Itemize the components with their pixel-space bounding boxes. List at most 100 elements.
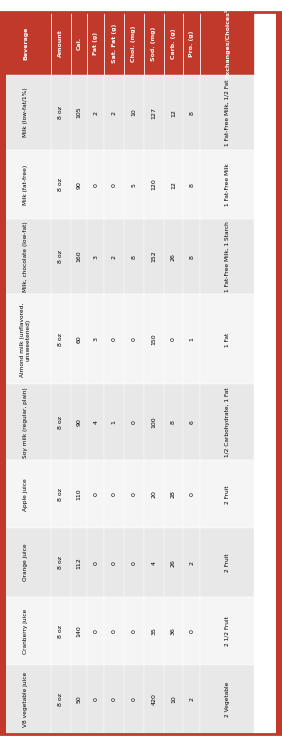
Bar: [183, 12, 200, 75]
Text: 105: 105: [76, 107, 81, 119]
Bar: [183, 150, 200, 219]
Bar: [0, 219, 51, 294]
Bar: [200, 460, 254, 528]
Bar: [183, 385, 200, 460]
Bar: [51, 75, 70, 150]
Text: 10: 10: [131, 109, 136, 116]
Text: 0: 0: [112, 492, 117, 496]
Text: 10: 10: [171, 696, 176, 703]
Text: Milk (low-fat/1%): Milk (low-fat/1%): [23, 87, 28, 138]
Bar: [87, 665, 104, 734]
Text: 60: 60: [76, 336, 81, 343]
Text: 1 Fat-Free Milk, 1/2 Fat: 1 Fat-Free Milk, 1/2 Fat: [224, 79, 230, 146]
Text: 26: 26: [171, 253, 176, 261]
Bar: [104, 12, 124, 75]
Text: 0: 0: [93, 492, 98, 496]
Bar: [144, 385, 164, 460]
Text: 8 oz: 8 oz: [58, 416, 63, 429]
Bar: [0, 597, 51, 665]
Text: 0: 0: [93, 183, 98, 187]
Bar: [144, 665, 164, 734]
Text: 2: 2: [189, 697, 194, 702]
Bar: [124, 460, 144, 528]
Text: 160: 160: [76, 250, 81, 262]
Bar: [70, 385, 87, 460]
Bar: [70, 12, 87, 75]
Text: 0: 0: [93, 697, 98, 702]
Text: 8 oz: 8 oz: [58, 625, 63, 637]
Bar: [183, 219, 200, 294]
Bar: [104, 75, 124, 150]
Bar: [144, 528, 164, 597]
Text: 28: 28: [171, 491, 176, 498]
Text: 3: 3: [93, 337, 98, 342]
Bar: [200, 12, 254, 75]
Text: 1 Fat-Free Milk, 1 Starch: 1 Fat-Free Milk, 1 Starch: [224, 222, 230, 292]
Text: 1/2 Carbohydrate, 1 Fat: 1/2 Carbohydrate, 1 Fat: [224, 388, 230, 457]
Bar: [70, 528, 87, 597]
Bar: [104, 219, 124, 294]
Text: 8: 8: [171, 420, 176, 424]
Bar: [104, 460, 124, 528]
Bar: [0, 294, 51, 385]
Text: 8 oz: 8 oz: [58, 333, 63, 346]
Text: 100: 100: [151, 416, 156, 428]
Text: 8: 8: [131, 255, 136, 259]
Text: 26: 26: [171, 559, 176, 567]
Text: 0: 0: [93, 561, 98, 565]
Bar: [0, 75, 51, 150]
Text: 120: 120: [151, 179, 156, 190]
Bar: [104, 597, 124, 665]
Text: 140: 140: [76, 625, 81, 637]
Text: 20: 20: [151, 491, 156, 498]
Text: 50: 50: [76, 696, 81, 703]
Text: 0: 0: [131, 629, 136, 633]
Text: 0: 0: [131, 337, 136, 342]
Bar: [104, 385, 124, 460]
Bar: [124, 75, 144, 150]
Bar: [164, 528, 183, 597]
Text: Milk (fat-free): Milk (fat-free): [23, 165, 28, 205]
Bar: [144, 460, 164, 528]
Text: 2 Fruit: 2 Fruit: [224, 554, 230, 572]
Text: 0: 0: [112, 183, 117, 187]
Text: 90: 90: [76, 418, 81, 426]
Bar: [200, 665, 254, 734]
Bar: [51, 150, 70, 219]
Text: 112: 112: [76, 556, 81, 568]
Text: 0: 0: [189, 629, 194, 633]
Text: 8: 8: [189, 255, 194, 259]
Text: 2: 2: [189, 561, 194, 565]
Bar: [0, 12, 51, 75]
Text: 8 oz: 8 oz: [58, 556, 63, 569]
Text: 0: 0: [131, 420, 136, 424]
Bar: [70, 294, 87, 385]
Text: 1: 1: [112, 420, 117, 424]
Bar: [200, 385, 254, 460]
Bar: [70, 219, 87, 294]
Text: 2: 2: [93, 110, 98, 115]
Text: 8 oz: 8 oz: [58, 106, 63, 119]
Text: 8: 8: [189, 110, 194, 115]
Text: 12: 12: [171, 109, 176, 116]
Bar: [0, 665, 51, 734]
Text: 5: 5: [131, 183, 136, 187]
Bar: [164, 385, 183, 460]
Bar: [183, 665, 200, 734]
Text: Sod. (mg): Sod. (mg): [151, 27, 156, 61]
Text: 0: 0: [131, 492, 136, 496]
Text: 36: 36: [171, 627, 176, 635]
Bar: [0, 460, 51, 528]
Bar: [70, 75, 87, 150]
Bar: [0, 385, 51, 460]
Bar: [144, 219, 164, 294]
Text: Chol. (mg): Chol. (mg): [131, 25, 136, 62]
Bar: [144, 597, 164, 665]
Bar: [51, 460, 70, 528]
Text: 8: 8: [189, 183, 194, 187]
Text: Fat (g): Fat (g): [93, 32, 98, 55]
Bar: [124, 528, 144, 597]
Bar: [183, 528, 200, 597]
Bar: [124, 597, 144, 665]
Bar: [124, 385, 144, 460]
